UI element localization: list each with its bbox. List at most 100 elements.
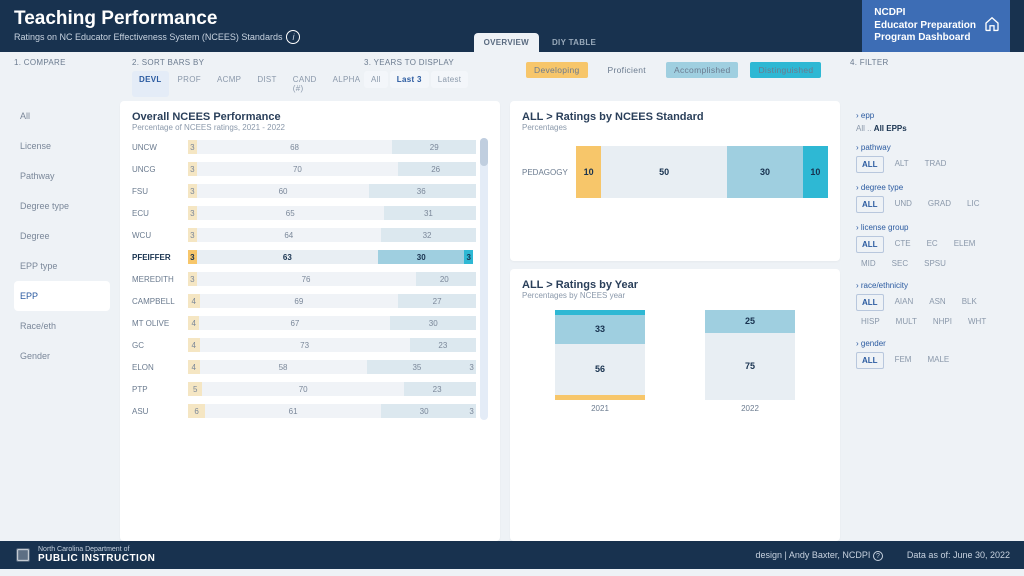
row-label: FSU	[132, 187, 182, 196]
footer: North Carolina Department of PUBLIC INST…	[0, 541, 1024, 569]
home-icon[interactable]	[984, 16, 1000, 37]
sidebar-item-raceeth[interactable]: Race/eth	[14, 311, 110, 341]
table-row[interactable]: ELON458353	[132, 358, 476, 376]
table-row[interactable]: UNCW36829	[132, 138, 476, 156]
sidebar-item-all[interactable]: All	[14, 101, 110, 131]
filter-opt-spsu[interactable]: SPSU	[919, 256, 951, 271]
filter-opt-lic[interactable]: LIC	[962, 196, 984, 213]
table-row[interactable]: ECU36531	[132, 204, 476, 222]
seg-dev: 3	[188, 162, 197, 176]
overall-subtitle: Percentage of NCEES ratings, 2021 - 2022	[132, 123, 488, 132]
sort-option-acmp[interactable]: ACMP	[210, 71, 248, 97]
year-options: AllLast 3Latest	[364, 71, 504, 88]
filter-opt-fem[interactable]: FEM	[890, 352, 917, 369]
filter-opt-blk[interactable]: BLK	[957, 294, 982, 311]
filter-opt-sec[interactable]: SEC	[887, 256, 913, 271]
table-row[interactable]: UNCG37026	[132, 160, 476, 178]
filter-opt-all[interactable]: ALL	[856, 352, 884, 369]
table-row[interactable]: ASU661303	[132, 402, 476, 420]
filter-opt-male[interactable]: MALE	[922, 352, 954, 369]
filter-opt-hisp[interactable]: HISP	[856, 314, 885, 329]
sidebar-item-epp[interactable]: EPP	[14, 281, 110, 311]
dept-line-2: PUBLIC INSTRUCTION	[38, 553, 155, 564]
sort-option-alpha[interactable]: ALPHA	[326, 71, 368, 97]
filter-opt-nhpi[interactable]: NHPI	[928, 314, 957, 329]
year-option-all[interactable]: All	[364, 71, 388, 88]
page-subtitle: Ratings on NC Educator Effectiveness Sys…	[14, 32, 282, 42]
sort-option-dist[interactable]: DIST	[250, 71, 283, 97]
sidebar-item-gender[interactable]: Gender	[14, 341, 110, 371]
table-row[interactable]: WCU36432	[132, 226, 476, 244]
filter-group-title: race/ethnicity	[856, 281, 1010, 290]
seg-acmp: 26	[398, 162, 473, 176]
filter-group-title: epp	[856, 111, 1010, 120]
row-track: 363303	[188, 250, 476, 264]
sidebar-item-pathway[interactable]: Pathway	[14, 161, 110, 191]
year-col-2021: 56332021	[555, 310, 645, 413]
sort-option-devl[interactable]: DEVL	[132, 71, 169, 97]
overall-column: Overall NCEES Performance Percentage of …	[120, 101, 500, 541]
sidebar-item-degreetype[interactable]: Degree type	[14, 191, 110, 221]
seg-prof: 67	[199, 316, 390, 330]
filter-opt-und[interactable]: UND	[890, 196, 917, 213]
filter-opt-trad[interactable]: TRAD	[920, 156, 952, 173]
filter-opt-ec[interactable]: EC	[922, 236, 943, 253]
filter-opt-all[interactable]: ALL	[856, 156, 884, 173]
info-icon[interactable]: i	[286, 30, 300, 44]
table-row[interactable]: GC47323	[132, 336, 476, 354]
year-option-last3[interactable]: Last 3	[390, 71, 429, 88]
legend-proficient: Proficient	[600, 62, 654, 78]
sidebar-item-epptype[interactable]: EPP type	[14, 251, 110, 281]
overall-panel: Overall NCEES Performance Percentage of …	[120, 101, 500, 541]
sort-option-prof[interactable]: PROF	[171, 71, 208, 97]
standard-title: ALL > Ratings by NCEES Standard	[522, 111, 828, 123]
filter-opt-mult[interactable]: MULT	[891, 314, 922, 329]
year-stack: 5633	[555, 310, 645, 400]
filter-opt-asn[interactable]: ASN	[924, 294, 950, 311]
table-row[interactable]: CAMPBELL46927	[132, 292, 476, 310]
seg-dev: 6	[188, 404, 205, 418]
filter-opt-all[interactable]: ALL	[856, 294, 884, 311]
page-title: Teaching Performance	[14, 9, 300, 28]
legend-developing: Developing	[526, 62, 588, 78]
page-subtitle-row: Ratings on NC Educator Effectiveness Sys…	[14, 30, 300, 44]
brand-line-1: NCDPI	[874, 7, 976, 20]
filter-opt-elem[interactable]: ELEM	[949, 236, 981, 253]
seg-dist	[473, 162, 476, 176]
filter-group-degreetype: degree typeALLUNDGRADLIC	[856, 183, 1010, 213]
filter-opt-all[interactable]: ALL	[856, 196, 884, 213]
sort-block: 2. SORT BARS BY DEVLPROFACMPDISTCAND (#)…	[132, 58, 342, 97]
table-row[interactable]: MEREDITH37620	[132, 270, 476, 288]
scrollbar-thumb[interactable]	[480, 138, 488, 166]
main: AllLicensePathwayDegree typeDegreeEPP ty…	[0, 101, 1024, 541]
filter-opt-alt[interactable]: ALT	[890, 156, 914, 173]
seg-dist	[473, 184, 476, 198]
scrollbar-track[interactable]	[480, 138, 488, 420]
row-track: 46927	[188, 294, 476, 308]
table-row[interactable]: PFEIFFER363303	[132, 248, 476, 266]
table-row[interactable]: PTP57023	[132, 380, 476, 398]
tab-diy-table[interactable]: DIY TABLE	[542, 33, 606, 52]
filter-opt-aian[interactable]: AIAN	[890, 294, 919, 311]
sidebar-item-license[interactable]: License	[14, 131, 110, 161]
table-row[interactable]: MT OLIVE46730	[132, 314, 476, 332]
sidebar-item-degree[interactable]: Degree	[14, 221, 110, 251]
seg-acmp: 30	[390, 316, 476, 330]
seg-dev: 3	[188, 140, 197, 154]
table-row[interactable]: FSU36036	[132, 182, 476, 200]
filter-opt-all[interactable]: ALL	[856, 236, 884, 253]
filter-epp-value[interactable]: All .. All EPPs	[856, 124, 1010, 133]
filter-opt-cte[interactable]: CTE	[890, 236, 916, 253]
legend-distinguished: Distinguished	[750, 62, 821, 78]
brand-block: NCDPI Educator Preparation Program Dashb…	[862, 0, 1010, 52]
filter-opt-wht[interactable]: WHT	[963, 314, 991, 329]
row-label: WCU	[132, 231, 182, 240]
tab-overview[interactable]: OVERVIEW	[474, 33, 539, 52]
sort-option-cand[interactable]: CAND (#)	[286, 71, 324, 97]
filter-opts: ALL AIAN ASN BLK HISP MULT NHPI WHT	[856, 294, 1010, 329]
filter-opt-grad[interactable]: GRAD	[923, 196, 956, 213]
filter-group-title: gender	[856, 339, 1010, 348]
year-option-latest[interactable]: Latest	[431, 71, 469, 88]
row-track: 36829	[188, 140, 476, 154]
filter-opt-mid[interactable]: MID	[856, 256, 881, 271]
